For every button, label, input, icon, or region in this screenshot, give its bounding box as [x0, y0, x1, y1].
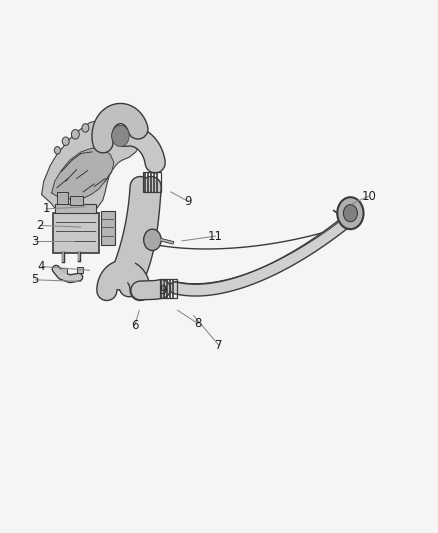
Bar: [70, 196, 83, 205]
Bar: [143, 172, 161, 192]
Bar: [160, 279, 177, 298]
Text: 3: 3: [32, 235, 39, 248]
Text: 11: 11: [208, 230, 223, 243]
Circle shape: [100, 123, 110, 136]
Text: 9: 9: [184, 195, 192, 208]
Circle shape: [112, 125, 129, 147]
Bar: [53, 213, 99, 253]
Circle shape: [54, 147, 60, 154]
Text: 9: 9: [159, 284, 167, 297]
Text: 6: 6: [131, 319, 139, 332]
Text: 2: 2: [36, 219, 44, 232]
Bar: [57, 192, 68, 204]
Bar: [101, 211, 115, 245]
Text: 10: 10: [361, 190, 376, 203]
Text: 5: 5: [32, 273, 39, 286]
Circle shape: [144, 229, 161, 251]
Text: 1: 1: [42, 203, 50, 215]
Text: 8: 8: [194, 317, 201, 330]
Polygon shape: [52, 148, 114, 200]
Circle shape: [337, 197, 364, 229]
Text: 7: 7: [215, 339, 223, 352]
Bar: [77, 267, 83, 273]
Circle shape: [62, 137, 69, 146]
Circle shape: [82, 124, 89, 132]
Bar: [60, 268, 67, 274]
Polygon shape: [42, 118, 140, 219]
Circle shape: [71, 130, 79, 139]
Circle shape: [343, 205, 357, 222]
Bar: [55, 204, 96, 213]
Text: 4: 4: [38, 260, 46, 273]
Circle shape: [110, 122, 118, 132]
